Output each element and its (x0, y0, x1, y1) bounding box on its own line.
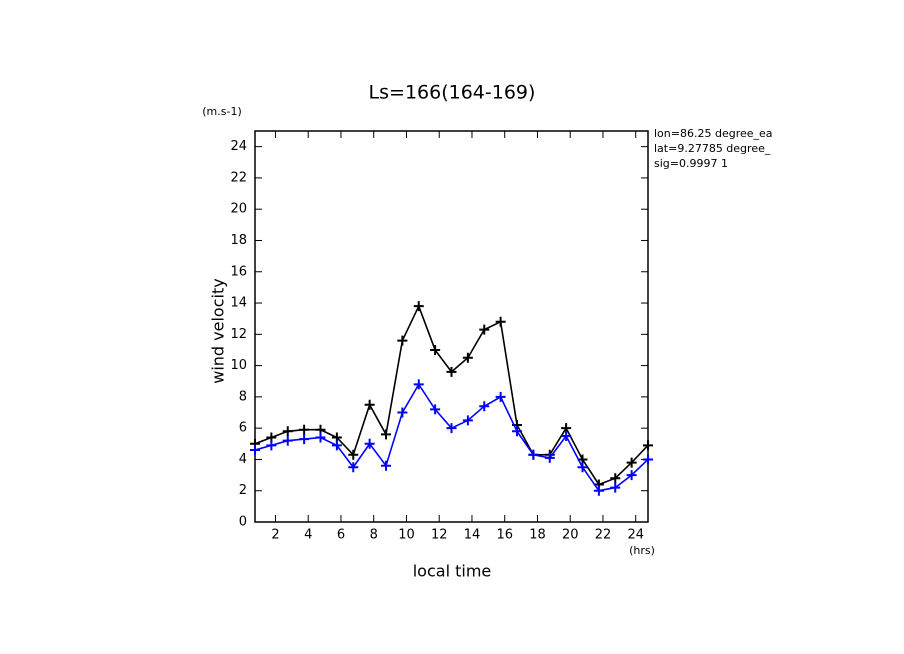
point-marker (512, 426, 522, 437)
x-tick-label: 8 (370, 528, 378, 543)
point-marker (495, 316, 506, 327)
point-marker (593, 485, 604, 496)
point-marker (282, 435, 293, 446)
y-tick-label: 14 (230, 296, 247, 311)
point-marker (266, 440, 277, 451)
point-marker (364, 438, 375, 449)
chart-title: Ls=166(164-169) (369, 82, 536, 104)
point-marker (381, 460, 391, 471)
x-tick-label: 24 (627, 528, 644, 543)
x-tick-label: 12 (431, 528, 448, 543)
point-marker (250, 445, 260, 456)
point-marker (462, 415, 473, 426)
plot-frame (254, 130, 649, 523)
point-marker (495, 391, 506, 402)
y-tick-label: 6 (239, 421, 247, 436)
point-marker (626, 457, 637, 468)
series-line (254, 304, 649, 486)
annotation: sig=0.9997 1 (654, 157, 728, 170)
point-marker (348, 462, 359, 473)
x-tick-label: 20 (562, 528, 579, 543)
point-marker (479, 401, 490, 412)
point-marker (364, 399, 375, 410)
x-axis-label: local time (413, 562, 492, 581)
point-marker (381, 429, 391, 440)
y-tick-label: 24 (230, 139, 247, 154)
point-marker (331, 440, 342, 451)
point-marker (610, 482, 621, 493)
point-marker (446, 366, 457, 377)
point-marker (626, 470, 637, 481)
point-marker (299, 424, 310, 435)
y-tick-label: 4 (239, 452, 247, 467)
y-axis-label: wind velocity (209, 278, 228, 383)
point-marker (544, 452, 555, 463)
y-tick-label: 18 (230, 233, 247, 248)
x-tick-label: 6 (337, 528, 345, 543)
point-marker (528, 449, 539, 460)
x-tick-label: 10 (398, 528, 415, 543)
point-marker (397, 407, 408, 418)
y-tick-label: 10 (230, 358, 247, 373)
x-tick-label: 18 (529, 528, 546, 543)
x-tick-label: 4 (304, 528, 312, 543)
y-unit: (m.s-1) (202, 105, 242, 118)
point-marker (430, 404, 441, 415)
annotation: lat=9.27785 degree_ (654, 142, 771, 155)
point-marker (479, 324, 490, 335)
point-marker (413, 379, 424, 390)
point-marker (462, 352, 473, 363)
y-tick-label: 12 (230, 327, 247, 342)
y-tick-label: 22 (230, 170, 247, 185)
point-marker (643, 454, 653, 465)
y-tick-label: 0 (239, 515, 247, 530)
x-unit: (hrs) (629, 544, 655, 557)
y-tick-label: 16 (230, 264, 247, 279)
point-marker (610, 473, 621, 484)
point-marker (348, 449, 359, 460)
point-marker (561, 430, 572, 441)
x-tick-label: 2 (271, 528, 279, 543)
x-tick-label: 16 (496, 528, 513, 543)
y-tick-label: 2 (239, 483, 247, 498)
y-tick-label: 8 (239, 389, 247, 404)
point-marker (315, 432, 326, 443)
series-line (254, 382, 649, 492)
point-marker (397, 335, 408, 346)
point-marker (430, 344, 441, 355)
x-tick-label: 14 (464, 528, 481, 543)
point-marker (413, 301, 424, 312)
point-marker (577, 462, 588, 473)
point-marker (299, 434, 310, 445)
point-marker (446, 423, 457, 434)
point-marker (282, 426, 293, 437)
y-tick-label: 20 (230, 202, 247, 217)
point-marker (643, 440, 653, 451)
annotation: lon=86.25 degree_ea (654, 127, 773, 140)
x-tick-label: 22 (595, 528, 612, 543)
